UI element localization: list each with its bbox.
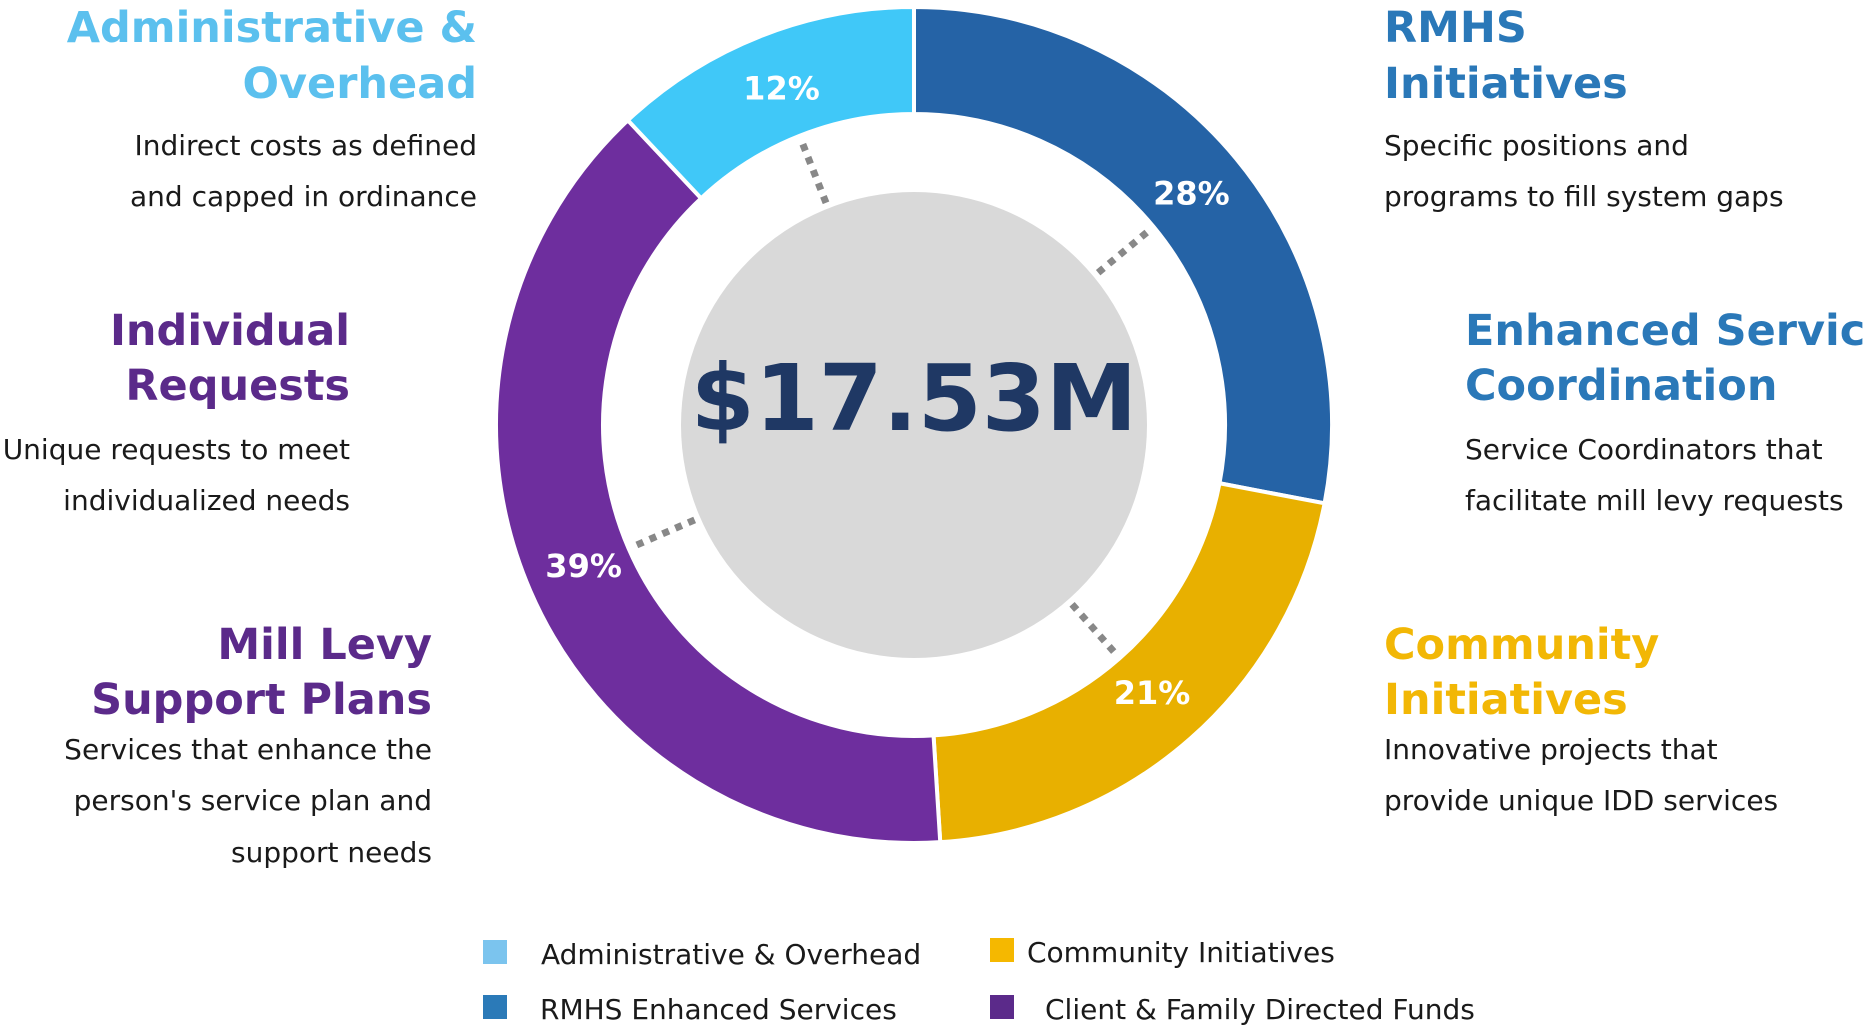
annotation-text: and capped in ordinance — [130, 180, 477, 213]
annotation-title: Overhead — [242, 59, 477, 109]
legend-swatch — [990, 938, 1014, 962]
annotation-text: programs to fill system gaps — [1384, 180, 1784, 213]
annotation-text: support needs — [231, 836, 432, 869]
annotation-text: Innovative projects that — [1384, 733, 1718, 766]
annotation-text: facilitate mill levy requests — [1465, 484, 1844, 517]
annotation-title: Support Plans — [91, 675, 432, 725]
leader-line — [797, 138, 830, 205]
legend-label: Administrative & Overhead — [541, 938, 921, 971]
legend-label: Community Initiatives — [1027, 936, 1335, 969]
legend-label: RMHS Enhanced Services — [540, 993, 897, 1026]
annotation-text: provide unique IDD services — [1384, 784, 1778, 817]
annotation-title: Community — [1384, 620, 1659, 670]
annotation-text: Unique requests to meet — [3, 433, 350, 466]
donut-segment — [931, 480, 1327, 845]
legend-swatch — [483, 940, 507, 964]
annotation-title: Mill Levy — [217, 620, 432, 670]
annotation-text: Specific positions and — [1384, 129, 1689, 162]
value-label: 21% — [1114, 674, 1191, 712]
leader-line — [1095, 226, 1153, 276]
annotation-title: Individual — [110, 306, 350, 356]
legend-swatch — [483, 995, 507, 1019]
annotation-title: Requests — [125, 361, 350, 411]
annotation-title: Administrative & — [67, 3, 477, 53]
donut-segment — [625, 4, 916, 202]
value-label: 39% — [545, 547, 622, 585]
legend-swatch — [990, 995, 1014, 1019]
annotation-text: Services that enhance the — [64, 733, 432, 766]
annotation-title: Enhanced Service — [1465, 306, 1864, 356]
center-label: $17.53M — [691, 345, 1138, 452]
value-label: 28% — [1153, 175, 1230, 213]
annotation-title: Coordination — [1465, 361, 1777, 411]
annotation-title: Initiatives — [1384, 675, 1628, 725]
annotation-title: RMHS — [1384, 3, 1527, 53]
annotation-text: Service Coordinators that — [1465, 433, 1823, 466]
donut-segment — [494, 117, 943, 845]
annotation-text: Indirect costs as defined — [134, 129, 477, 162]
annotation-text: individualized needs — [63, 484, 350, 517]
leader-line — [630, 516, 697, 551]
value-label: 12% — [743, 69, 820, 107]
leader-line — [1069, 601, 1120, 658]
annotation-title: Initiatives — [1384, 59, 1628, 109]
center-disc — [681, 192, 1147, 658]
annotation-text: person's service plan and — [74, 784, 432, 817]
donut-segment — [912, 4, 1334, 506]
legend-label: Client & Family Directed Funds — [1045, 993, 1475, 1026]
